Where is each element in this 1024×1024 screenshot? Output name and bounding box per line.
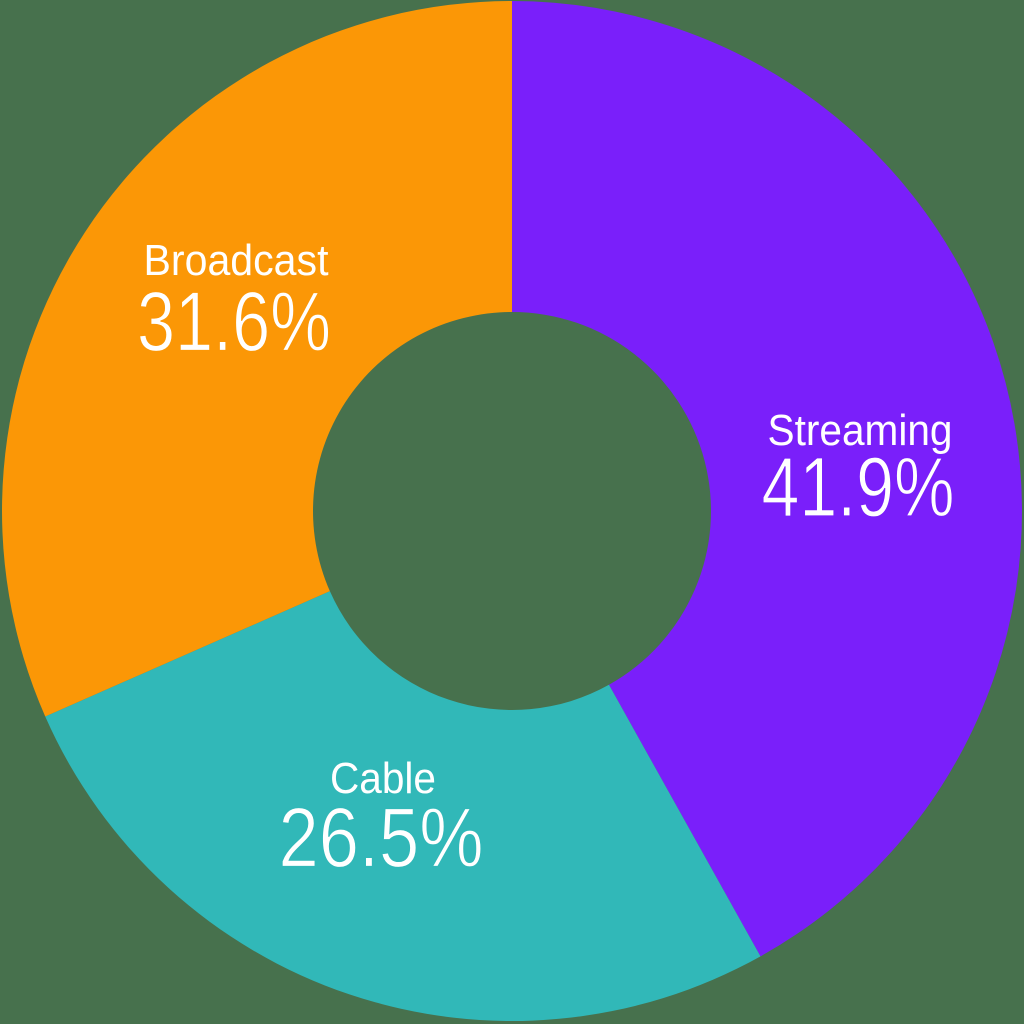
svg-text:41.9%: 41.9% (762, 440, 955, 534)
svg-text:Cable: Cable (330, 754, 436, 803)
svg-text:Broadcast: Broadcast (144, 236, 329, 285)
svg-text:31.6%: 31.6% (137, 275, 331, 369)
svg-text:26.5%: 26.5% (279, 791, 484, 885)
svg-text:Streaming: Streaming (768, 406, 953, 455)
